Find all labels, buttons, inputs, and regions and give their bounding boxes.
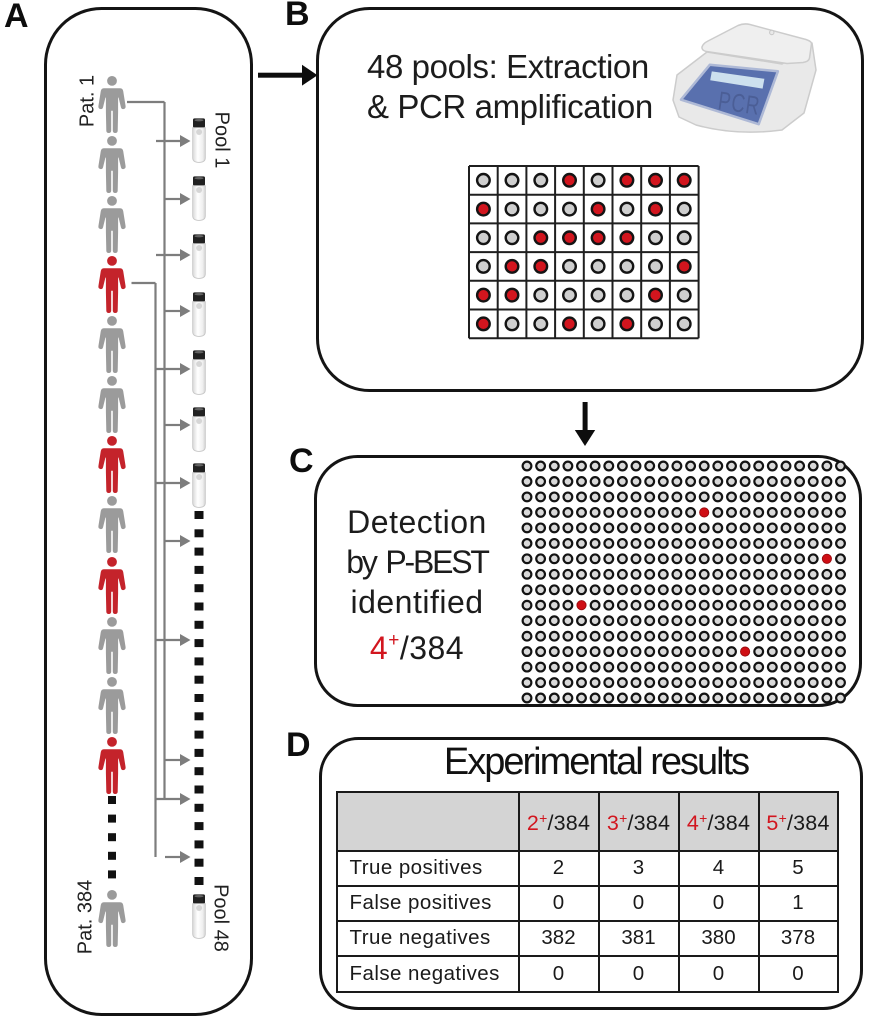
svg-text:PCR: PCR: [716, 85, 762, 120]
